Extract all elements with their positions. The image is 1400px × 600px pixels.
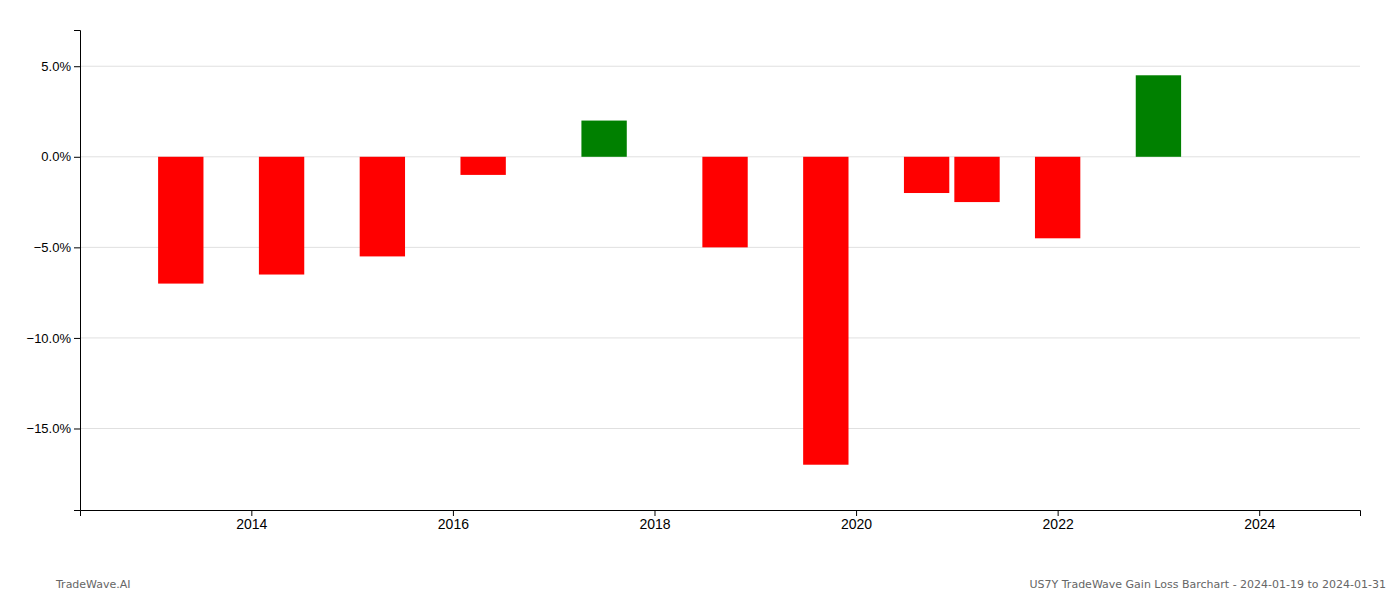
bar <box>259 157 304 275</box>
bar <box>954 157 999 202</box>
x-axis-line <box>81 511 1361 517</box>
grid-line <box>80 428 1360 429</box>
x-tick: 2014 <box>236 510 267 532</box>
grid-line <box>80 66 1360 67</box>
x-tick-label: 2022 <box>1043 516 1074 532</box>
x-tick: 2020 <box>841 510 872 532</box>
footer-text: US7Y TradeWave Gain Loss Barchart - 2024… <box>1030 578 1386 591</box>
y-tick-mark <box>74 157 80 158</box>
x-tick-label: 2020 <box>841 516 872 532</box>
bar <box>803 157 848 465</box>
bar <box>460 157 505 175</box>
x-tick-label: 2024 <box>1244 516 1275 532</box>
grid-line <box>80 337 1360 338</box>
bar <box>1035 157 1080 239</box>
y-tick-label: 0.0% <box>41 149 71 164</box>
y-tick-label: −15.0% <box>27 421 72 436</box>
x-tick: 2016 <box>438 510 469 532</box>
y-tick-mark <box>74 66 80 67</box>
bar <box>158 157 203 284</box>
y-tick: −5.0% <box>34 240 80 255</box>
chart: 5.0% 0.0% −5.0% −10.0% −15.0% 2014 2016 2018 202… <box>0 0 1400 600</box>
y-tick-mark <box>74 247 80 248</box>
x-axis: 2014 2016 2018 2020 2022 2024 <box>81 510 1361 532</box>
grid <box>80 66 1360 428</box>
footer-text: TradeWave.AI <box>55 578 131 591</box>
bar <box>1136 75 1181 157</box>
y-tick: −15.0% <box>27 421 80 436</box>
x-tick: 2024 <box>1244 510 1275 532</box>
y-tick: 5.0% <box>41 59 80 74</box>
plot: 5.0% 0.0% −5.0% −10.0% −15.0% 2014 2016 2018 202… <box>27 31 1361 532</box>
y-tick: −10.0% <box>27 331 80 346</box>
y-tick-mark <box>74 428 80 429</box>
bar <box>702 157 747 248</box>
x-tick-label: 2014 <box>236 516 267 532</box>
x-tick: 2018 <box>639 510 670 532</box>
y-axis: 5.0% 0.0% −5.0% −10.0% −15.0% <box>27 31 81 511</box>
y-tick-label: −5.0% <box>34 240 72 255</box>
x-tick-label: 2018 <box>639 516 670 532</box>
y-tick: 0.0% <box>41 149 80 164</box>
y-tick-mark <box>74 338 80 339</box>
y-tick-label: −10.0% <box>27 331 72 346</box>
bar <box>904 157 949 193</box>
bar <box>360 157 405 257</box>
x-tick: 2022 <box>1043 510 1074 532</box>
y-tick-label: 5.0% <box>41 59 71 74</box>
y-axis-line <box>74 31 81 511</box>
x-tick-label: 2016 <box>438 516 469 532</box>
bars <box>158 75 1181 464</box>
bar <box>581 121 626 157</box>
